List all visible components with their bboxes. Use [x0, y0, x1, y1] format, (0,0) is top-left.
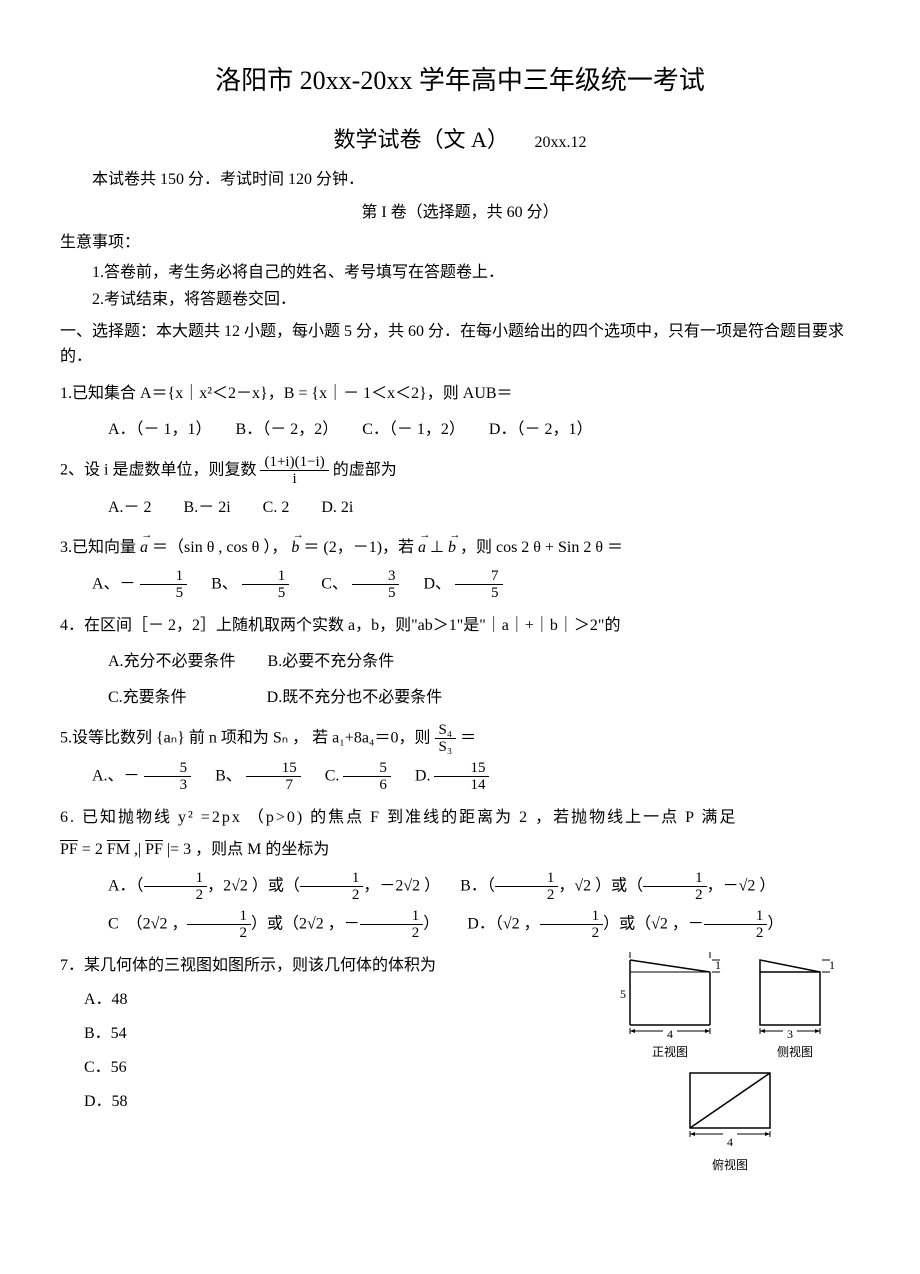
q3-t2: ＝（sin θ , cos θ ），	[152, 539, 287, 556]
q3-optc-pre: C、	[321, 576, 348, 593]
question-4: 4．在区间［－ 2，2］上随机取两个实数 a，b，则"ab＞1"是"｜a｜+｜b…	[60, 610, 860, 714]
top-view: 4 俯视图	[675, 1068, 785, 1177]
q2-frac-den: i	[260, 471, 328, 488]
q3-veca: a	[140, 532, 148, 564]
q3-options: A、－ 15 B、 15 C、 35 D、 75	[60, 568, 860, 602]
q7-diagrams: 5 1 4 正视图 1 3	[600, 950, 860, 1181]
q5-optb-pre: B、	[215, 768, 242, 785]
question-7: 7．某几何体的三视图如图所示，则该几何体的体积为 A．48 B．54 C．56 …	[60, 950, 860, 1181]
q3-vecb: b	[291, 532, 299, 564]
q3-t5: ，则 cos 2 θ + Sin 2 θ ＝	[460, 539, 623, 556]
side-view: 1 3 侧视图	[745, 950, 845, 1064]
top-w-label: 4	[727, 1135, 733, 1149]
q5-optc-frac: 56	[343, 760, 391, 794]
q5-opta-frac: 53	[144, 760, 192, 794]
side-view-label: 侧视图	[745, 1040, 845, 1064]
q3-opta-frac: 15	[140, 568, 188, 602]
q2-frac-num: (1+i)(1−i)	[260, 454, 328, 472]
front-top-label: 1	[715, 958, 721, 972]
question-5: 5.设等比数列 {aₙ} 前 n 项和为 Sₙ ， 若 a₁+8a₄＝0，则 S…	[60, 722, 860, 794]
q3-optc-frac: 35	[352, 568, 400, 602]
q5-opta-pre: A.、－	[92, 768, 140, 785]
q6-pf1: PF	[60, 841, 78, 858]
q3-optd-frac: 75	[455, 568, 503, 602]
q5-suffix: ＝	[460, 730, 476, 747]
top-view-label: 俯视图	[675, 1153, 785, 1177]
q3-opta-pre: A、－	[92, 576, 136, 593]
q1-text: 1.已知集合 A＝{x｜x²＜2－x}，B = {x｜－ 1＜x＜2}，则 AU…	[60, 378, 860, 410]
q7-optb: B．54	[60, 1018, 580, 1050]
question-2: 2、设 i 是虚数单位，则复数 (1+i)(1−i) i 的虚部为 A.－ 2 …	[60, 454, 860, 524]
side-view-svg: 1 3	[745, 950, 845, 1040]
q2-prefix: 2、设 i 是虚数单位，则复数	[60, 462, 260, 479]
question-3: 3.已知向量 a ＝（sin θ , cos θ ）， b ＝ (2，－1)，若…	[60, 532, 860, 602]
q2-suffix: 的虚部为	[333, 462, 397, 479]
q6-eq: = 2	[82, 841, 103, 858]
question-1: 1.已知集合 A＝{x｜x²＜2－x}，B = {x｜－ 1＜x＜2}，则 AU…	[60, 378, 860, 446]
front-h-label: 5	[620, 987, 626, 1001]
q3-t3: ＝ (2，－1)，若	[303, 539, 418, 556]
q3-t1: 3.已知向量	[60, 539, 140, 556]
side-top-label: 1	[829, 958, 835, 972]
q5-prefix: 5.设等比数列 {aₙ} 前 n 项和为 Sₙ ， 若 a₁+8a₄＝0，则	[60, 730, 435, 747]
exam-date: 20xx.12	[534, 134, 586, 151]
question-6: 6. 已知抛物线 y² =2px （p>0) 的焦点 F 到准线的距离为 2 ，…	[60, 802, 860, 942]
q6-pf2: PF	[145, 841, 163, 858]
q3-optb-frac: 15	[242, 568, 290, 602]
top-view-svg: 4	[675, 1068, 785, 1153]
front-w-label: 4	[667, 1027, 673, 1040]
q5-optd-frac: 1514	[434, 760, 489, 794]
q7-optd: D．58	[60, 1086, 580, 1118]
q6-comma: ,|	[134, 841, 145, 858]
q5-fraction: S₄ S₃	[435, 722, 457, 756]
q5-options: A.、－ 53 B、 157 C. 56 D. 1514	[60, 760, 860, 794]
q7-optc: C．56	[60, 1052, 580, 1084]
q6-text: 6. 已知抛物线 y² =2px （p>0) 的焦点 F 到准线的距离为 2 ，…	[60, 802, 860, 834]
q5-frac-den: S₃	[435, 739, 457, 756]
exam-title: 洛阳市 20xx-20xx 学年高中三年级统一考试	[60, 60, 860, 102]
front-view: 5 1 4 正视图	[615, 950, 725, 1064]
q6-options-row2: C （2√2 ，12）或（2√2 ，－12） D．（√2 ，12）或（√2 ，－…	[60, 908, 860, 942]
q7-opta: A．48	[60, 984, 580, 1016]
exam-intro: 本试卷共 150 分．考试时间 120 分钟．	[60, 167, 860, 193]
front-view-label: 正视图	[615, 1040, 725, 1064]
notice-item-2: 2.考试结束，将答题卷交回．	[60, 287, 860, 313]
q3-optb-pre: B、	[211, 576, 238, 593]
q2-fraction: (1+i)(1−i) i	[260, 454, 328, 488]
q6-rest: |= 3 ，则点 M 的坐标为	[167, 841, 329, 858]
q5-frac-num: S₄	[435, 722, 457, 740]
q7-left: 7．某几何体的三视图如图所示，则该几何体的体积为 A．48 B．54 C．56 …	[60, 950, 580, 1120]
q2-options: A.－ 2 B.－ 2i C. 2 D. 2i	[60, 492, 860, 524]
q5-optc-pre: C.	[325, 768, 340, 785]
q3-vecb2: b	[448, 532, 456, 564]
q3-veca2: a	[418, 532, 426, 564]
q7-text: 7．某几何体的三视图如图所示，则该几何体的体积为	[60, 950, 580, 982]
front-view-svg: 5 1 4	[615, 950, 725, 1040]
part1-label: 第 I 卷（选择题，共 60 分）	[60, 200, 860, 226]
q4-options2: C.充要条件 D.既不充分也不必要条件	[60, 682, 860, 714]
exam-subtitle: 数学试卷（文 A）	[334, 127, 509, 152]
q3-t4: ⊥	[430, 539, 448, 556]
q4-options1: A.充分不必要条件 B.必要不充分条件	[60, 646, 860, 678]
q1-options: A．（－ 1，1） B．（－ 2，2） C．（－ 1，2） D．（－ 2，1）	[60, 414, 860, 446]
q4-text: 4．在区间［－ 2，2］上随机取两个实数 a，b，则"ab＞1"是"｜a｜+｜b…	[60, 610, 860, 642]
section1-heading: 一、选择题：本大题共 12 小题，每小题 5 分，共 60 分．在每小题给出的四…	[60, 319, 860, 370]
notice-title: 生意事项：	[60, 230, 860, 256]
q5-optb-frac: 157	[246, 760, 301, 794]
notice-item-1: 1.答卷前，考生务必将自己的姓名、考号填写在答题卷上．	[60, 260, 860, 286]
q3-optd-pre: D、	[423, 576, 451, 593]
side-w-label: 3	[787, 1027, 793, 1040]
exam-subtitle-row: 数学试卷（文 A） 20xx.12	[60, 122, 860, 157]
q6-fm: FM	[107, 841, 130, 858]
q5-optd-pre: D.	[415, 768, 431, 785]
q6-options-row1: A．（12，2√2 ）或（12，－2√2 ） B．（12，√2 ）或（12，－√…	[60, 870, 860, 904]
q6-line2: PF = 2 FM ,| PF |= 3 ，则点 M 的坐标为	[60, 834, 860, 866]
